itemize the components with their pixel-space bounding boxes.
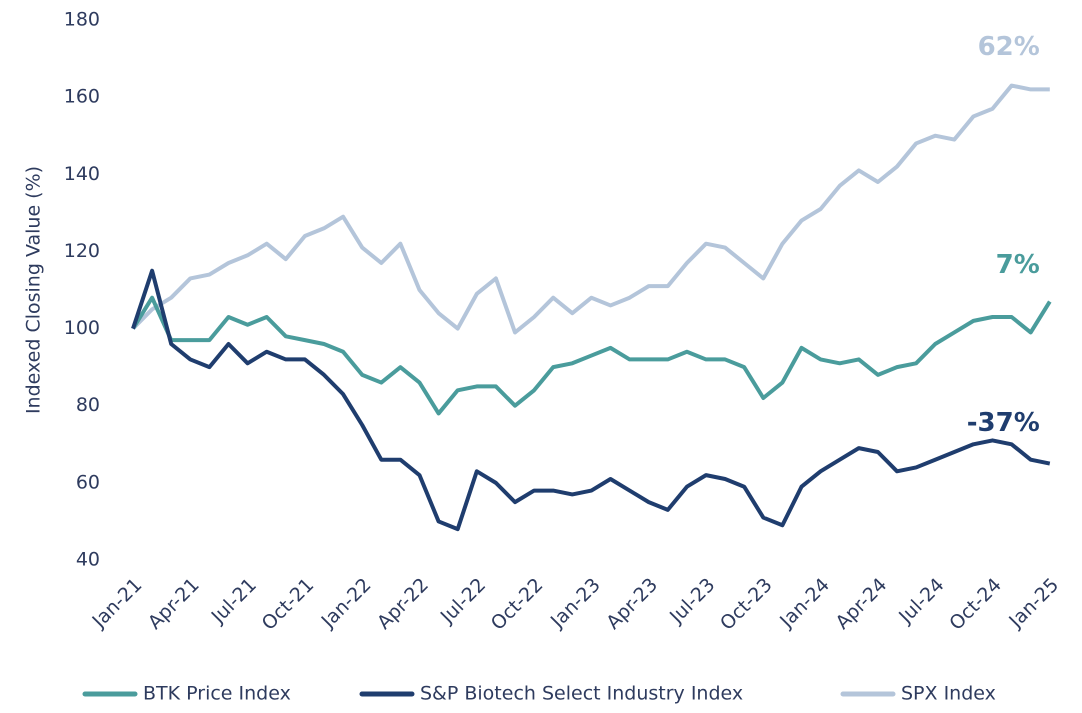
x-tick-label: Apr-24 xyxy=(831,574,891,634)
x-tick-label: Jul-24 xyxy=(894,574,948,628)
x-tick-label: Jan-25 xyxy=(1004,574,1063,633)
x-tick-label: Oct-23 xyxy=(716,574,777,635)
end-label: 62% xyxy=(978,32,1040,62)
y-tick-label: 60 xyxy=(76,471,100,493)
x-tick-label: Jul-23 xyxy=(665,574,719,628)
y-tick-label: 80 xyxy=(76,394,100,416)
x-tick-label: Jul-21 xyxy=(207,574,261,628)
y-axis-label: Indexed Closing Value (%) xyxy=(23,166,45,414)
x-tick-label: Jan-22 xyxy=(317,574,376,633)
end-label: 7% xyxy=(996,250,1040,280)
x-tick-label: Oct-21 xyxy=(258,574,319,635)
x-tick-label: Oct-22 xyxy=(487,574,548,635)
series-line xyxy=(131,83,1050,335)
y-tick-label: 40 xyxy=(76,549,100,571)
legend-label: BTK Price Index xyxy=(143,683,291,705)
end-label: -37% xyxy=(967,408,1040,438)
y-tick-label: 100 xyxy=(64,317,100,339)
x-tick-label: Jan-21 xyxy=(88,574,147,633)
y-tick-label: 180 xyxy=(64,9,100,31)
x-tick-label: Oct-24 xyxy=(945,574,1006,635)
x-tick-label: Apr-21 xyxy=(144,574,204,634)
y-tick-label: 160 xyxy=(64,86,100,108)
series-line xyxy=(131,268,1051,532)
x-tick-label: Apr-23 xyxy=(602,574,662,634)
x-tick-label: Apr-22 xyxy=(373,574,433,634)
y-tick-label: 120 xyxy=(64,240,100,262)
legend-label: SPX Index xyxy=(901,683,996,705)
x-tick-label: Jan-23 xyxy=(546,574,605,633)
y-tick-label: 140 xyxy=(64,163,100,185)
series-line xyxy=(131,295,1052,416)
x-tick-label: Jan-24 xyxy=(775,574,834,633)
legend-label: S&P Biotech Select Industry Index xyxy=(420,683,743,705)
x-tick-label: Jul-22 xyxy=(436,574,490,628)
